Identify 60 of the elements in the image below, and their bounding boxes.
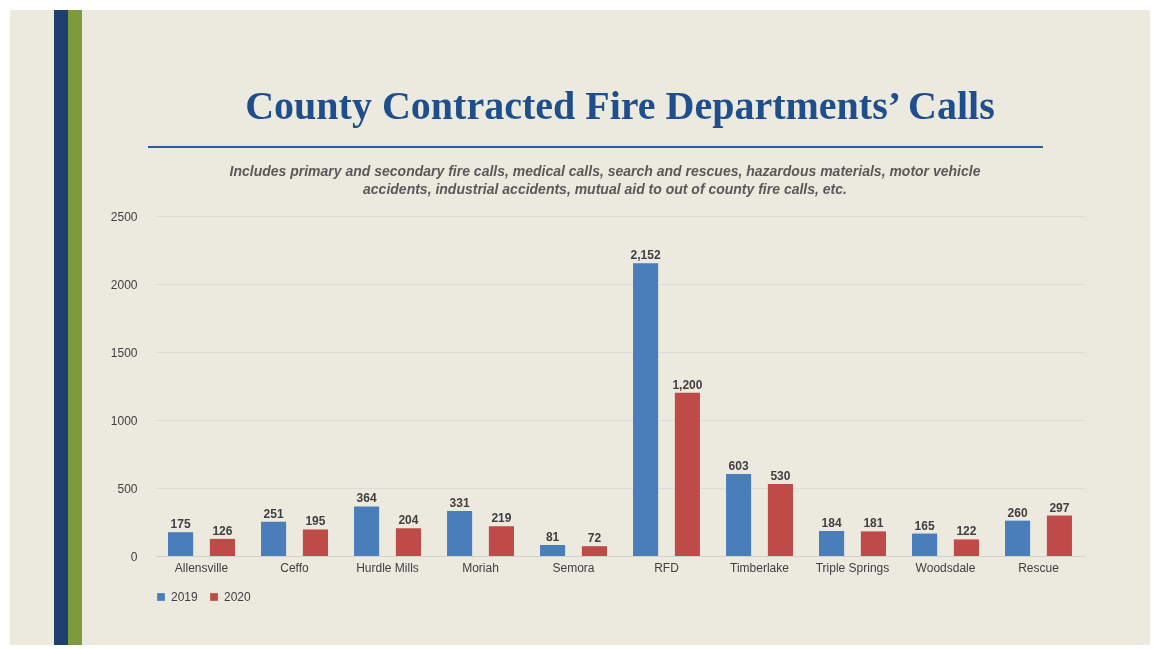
bar <box>953 539 979 556</box>
bar <box>209 538 235 556</box>
bar <box>726 473 752 556</box>
data-label: 1,200 <box>672 377 703 392</box>
data-label: 204 <box>398 513 419 528</box>
bar <box>168 532 194 556</box>
bar <box>860 531 886 556</box>
data-label: 72 <box>587 531 602 546</box>
bar <box>767 483 793 556</box>
x-tick-label: Rescue <box>1018 560 1060 575</box>
legend-label: 2019 <box>171 590 199 604</box>
bar <box>302 529 328 556</box>
data-label: 603 <box>728 458 749 473</box>
data-label: 2,152 <box>630 248 661 263</box>
bar <box>581 546 607 556</box>
bar <box>447 510 473 556</box>
data-label: 251 <box>263 506 284 521</box>
bar <box>1046 515 1072 556</box>
bar <box>261 521 287 556</box>
x-tick-label: Semora <box>552 560 595 575</box>
data-label: 126 <box>212 523 233 538</box>
y-tick-label: 2000 <box>110 277 138 292</box>
bar <box>395 528 421 556</box>
data-label: 122 <box>956 524 977 539</box>
bar <box>354 506 380 556</box>
chart-subtitle: Includes primary and secondary fire calls, medical calls, search and rescues, hazardous materials, motor vehicle accidents, industrial accidents, mutual aid to out of county fire calls, etc. <box>228 162 982 198</box>
data-label: 364 <box>356 491 377 506</box>
chart-title: County Contracted Fire Departments’ Calls <box>244 82 996 129</box>
x-tick-label: RFD <box>654 560 680 575</box>
bar <box>633 263 659 556</box>
data-label: 530 <box>770 468 791 483</box>
data-label: 260 <box>1007 505 1028 520</box>
bar <box>674 392 700 556</box>
data-label: 81 <box>545 529 560 544</box>
y-tick-label: 1000 <box>110 413 138 428</box>
bar <box>1005 520 1031 556</box>
data-label: 195 <box>305 514 326 529</box>
x-tick-label: Woodsdale <box>915 560 976 575</box>
bar <box>912 533 938 556</box>
bar <box>488 526 514 556</box>
y-tick-label: 500 <box>117 481 138 496</box>
data-label: 175 <box>170 517 191 532</box>
data-label: 184 <box>821 515 842 530</box>
y-tick-label: 1500 <box>110 345 138 360</box>
x-tick-label: Hurdle Mills <box>356 560 419 575</box>
x-tick-label: Moriah <box>462 560 499 575</box>
x-tick-label: Allensville <box>174 560 229 575</box>
bar <box>540 544 566 556</box>
y-tick-label: 0 <box>130 549 138 564</box>
legend-label: 2020 <box>224 590 252 604</box>
x-tick-label: Timberlake <box>730 560 790 575</box>
bar <box>819 530 845 556</box>
data-label: 181 <box>863 516 884 531</box>
x-tick-label: Ceffo <box>280 560 310 575</box>
data-label: 331 <box>449 495 470 510</box>
data-label: 165 <box>914 518 935 533</box>
x-tick-label: Triple Springs <box>815 560 890 575</box>
data-label: 297 <box>1049 500 1070 515</box>
data-label: 219 <box>491 511 512 526</box>
y-tick-label: 2500 <box>110 209 138 224</box>
